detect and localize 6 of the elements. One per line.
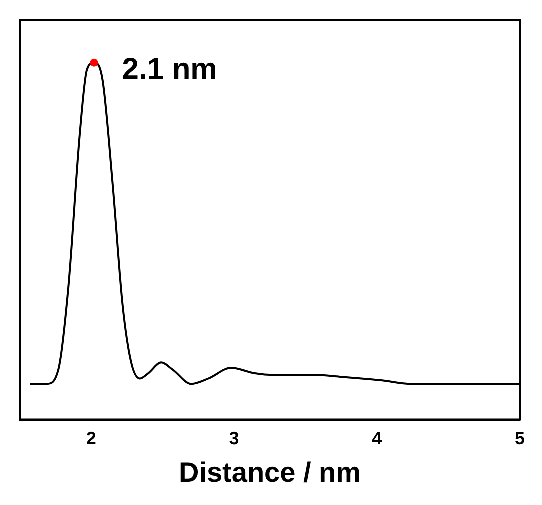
x-tick-label: 3 (229, 428, 240, 449)
annotation: 2.1 nm (122, 53, 218, 86)
x-tick-label: 5 (514, 428, 526, 449)
x-tick-label: 4 (372, 428, 382, 449)
x-tick-label: 2 (86, 428, 96, 449)
x-axis-title: Distance / nm (178, 456, 362, 488)
